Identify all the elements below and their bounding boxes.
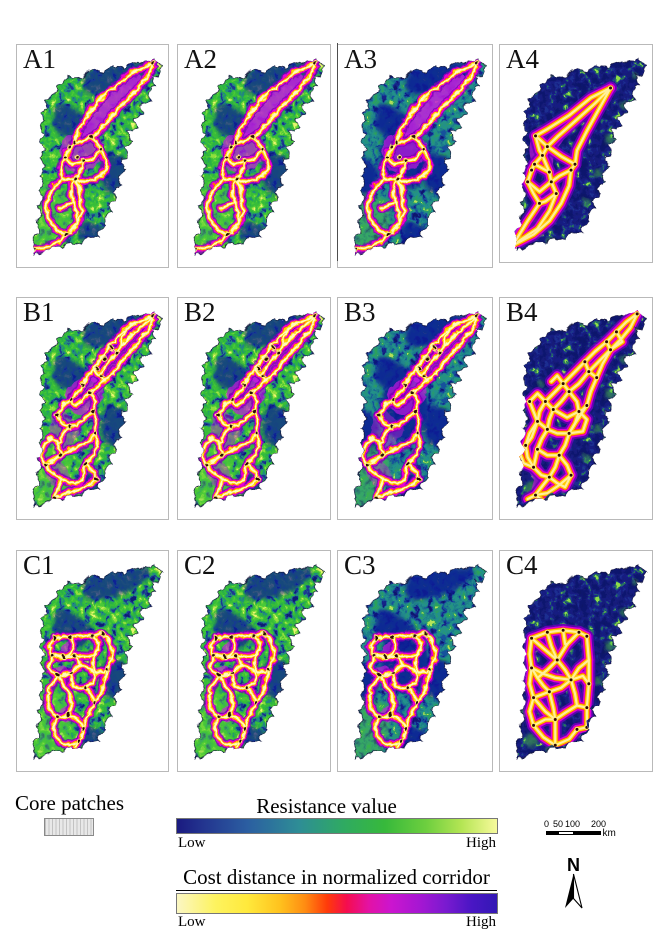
svg-text:N: N [567,855,580,875]
